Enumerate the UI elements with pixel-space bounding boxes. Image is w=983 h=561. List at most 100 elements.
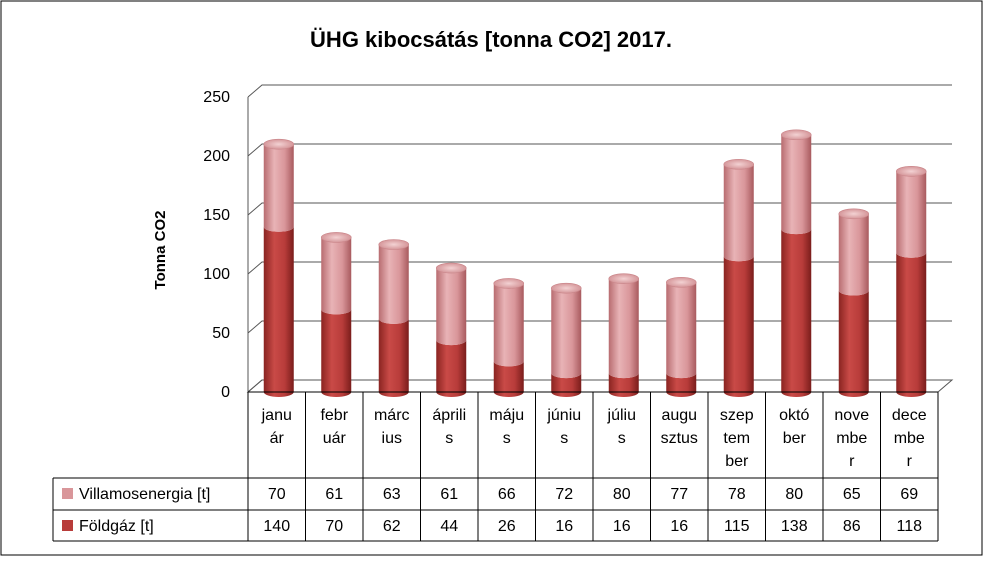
bar-top-cap xyxy=(263,138,295,150)
category-label: s xyxy=(618,430,626,447)
bar-top-cap xyxy=(895,166,927,177)
category-label: augu xyxy=(661,407,697,424)
bar-stack xyxy=(838,208,870,397)
data-label: 69 xyxy=(900,486,918,503)
y-tick-label: 50 xyxy=(212,325,230,342)
bar-segment-villamosenergia xyxy=(723,164,754,262)
chart-title: ÜHG kibocsátás [tonna CO2] 2017. xyxy=(310,27,672,52)
bar-top-cap xyxy=(320,232,352,243)
category-label: r xyxy=(849,453,855,470)
bar-stack xyxy=(493,278,525,397)
category-label: nove xyxy=(834,407,869,424)
bar-segment-villamosenergia xyxy=(263,144,294,232)
legend-key xyxy=(62,488,73,499)
y-tick-label: 100 xyxy=(203,266,230,283)
category-label: máju xyxy=(489,407,524,424)
category-label: r xyxy=(907,453,913,470)
gridline xyxy=(247,379,952,393)
gridline xyxy=(247,320,952,334)
data-label: 16 xyxy=(670,518,688,535)
bar-stack xyxy=(263,138,295,397)
bar-segment-foldgaz xyxy=(608,373,639,397)
bar-stack xyxy=(665,276,697,397)
category-label: mbe xyxy=(836,430,867,447)
data-label: 61 xyxy=(440,486,458,503)
data-label: 61 xyxy=(325,486,343,503)
bar-top-cap xyxy=(378,239,410,250)
bar-segment-villamosenergia xyxy=(781,134,812,235)
bar-stack xyxy=(378,239,410,397)
category-label: szep xyxy=(720,407,754,424)
category-label: ber xyxy=(783,430,807,447)
bar-segment-foldgaz xyxy=(551,373,582,397)
category-label: tem xyxy=(723,430,750,447)
data-label: 70 xyxy=(268,486,286,503)
bar-segment-villamosenergia xyxy=(608,278,639,379)
category-label: júniu xyxy=(546,407,581,424)
data-label: 66 xyxy=(498,486,516,503)
category-label: ius xyxy=(382,430,402,447)
bar-segment-foldgaz xyxy=(896,252,927,397)
bar-stack xyxy=(320,232,352,397)
bars xyxy=(263,129,927,397)
bar-top-cap xyxy=(608,273,640,285)
category-label: ár xyxy=(270,430,285,447)
bar-segment-foldgaz xyxy=(493,361,524,397)
bar-segment-villamosenergia xyxy=(896,171,927,258)
bar-top-cap xyxy=(493,278,525,289)
data-label: 65 xyxy=(843,486,861,503)
data-table: janu ár febr uár márc ius áprili s máju s júniu s jú… xyxy=(52,391,939,542)
bar-segment-villamosenergia xyxy=(436,268,467,346)
category-label: júliu xyxy=(607,407,636,424)
gridlines xyxy=(247,84,952,393)
bar-segment-villamosenergia xyxy=(493,283,524,367)
bar-segment-villamosenergia xyxy=(378,244,409,324)
bar-stack xyxy=(723,158,755,397)
data-label: 70 xyxy=(325,518,343,535)
category-label: dece xyxy=(892,407,927,424)
data-label: 16 xyxy=(555,518,573,535)
data-label: 140 xyxy=(263,518,290,535)
gridline xyxy=(247,261,952,275)
bar-segment-foldgaz xyxy=(666,373,697,397)
data-label: 118 xyxy=(896,518,922,535)
bar-segment-villamosenergia xyxy=(838,213,869,296)
y-tick-label: 0 xyxy=(221,384,230,401)
category-label: októ xyxy=(779,407,809,424)
bar-top-cap xyxy=(665,276,697,288)
y-tick-label: 150 xyxy=(203,207,230,224)
plot-back-wall xyxy=(262,85,952,380)
bar-stack xyxy=(895,166,927,397)
bar-segment-foldgaz xyxy=(723,256,754,397)
bar-top-cap xyxy=(838,208,870,220)
legend-label: Villamosenergia [t] xyxy=(79,486,210,503)
data-label: 44 xyxy=(440,518,458,535)
legend-label: Földgáz [t] xyxy=(79,518,154,535)
category-label: áprili xyxy=(432,407,466,424)
bar-stack xyxy=(435,262,467,397)
data-label: 26 xyxy=(498,518,516,535)
bar-top-cap xyxy=(780,129,812,141)
data-label: 86 xyxy=(843,518,861,535)
data-label: 63 xyxy=(383,486,401,503)
bar-stack xyxy=(780,129,812,397)
category-label: s xyxy=(560,430,568,447)
data-label: 80 xyxy=(785,486,803,503)
gridline xyxy=(247,143,952,157)
gridline xyxy=(247,84,952,98)
y-axis-label: Tonna CO2 xyxy=(152,211,169,290)
category-label: febr xyxy=(320,407,348,424)
bar-segment-villamosenergia xyxy=(666,282,697,379)
category-label: janu xyxy=(261,407,292,424)
plot-frame xyxy=(246,85,954,393)
category-label: s xyxy=(503,430,511,447)
category-label: márc xyxy=(374,407,410,424)
category-label: ber xyxy=(725,453,749,470)
data-label: 138 xyxy=(781,518,808,535)
bar-segment-villamosenergia xyxy=(321,237,352,315)
bar-segment-foldgaz xyxy=(436,340,467,397)
category-label: sztus xyxy=(661,430,698,447)
category-label: s xyxy=(445,430,453,447)
